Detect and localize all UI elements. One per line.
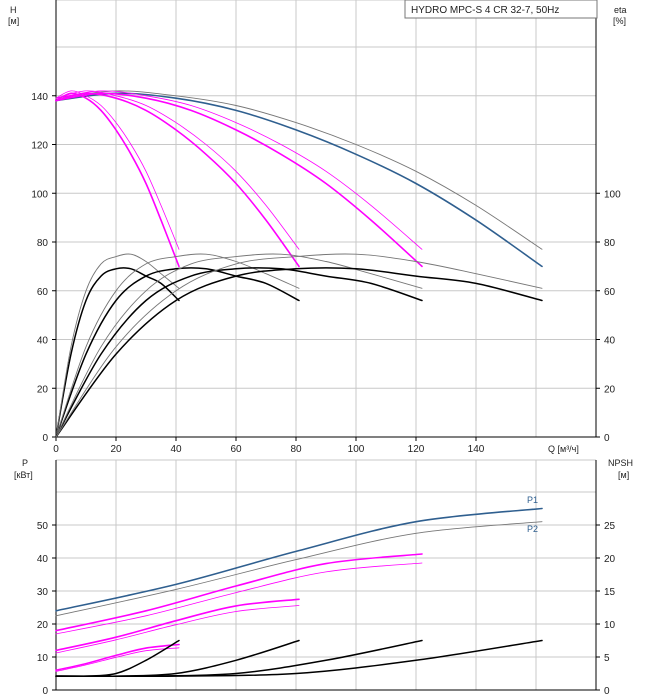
npsh-tick-label: 25 [604,521,616,532]
series-line-h-4-pumps-thin [55,90,543,250]
axis-layer [52,0,600,691]
npsh-tick-label: 20 [604,554,616,565]
p-tick-label: 10 [37,653,49,664]
series-line-p1 [55,507,543,612]
y-tick-label: 0 [42,433,48,444]
y-right-tick-label: 40 [604,336,616,347]
x-tick-label: 120 [408,444,425,455]
series-line-h-1-pump [55,92,180,268]
series-line-p2-2-pumps [55,605,300,654]
series-line-eta-1-pump-thin [55,253,180,438]
x-tick-label: 20 [110,444,122,455]
series-line-p2 [55,521,543,617]
series-line-eta-2-pumps-thin [55,253,300,438]
p-tick-label: 30 [37,587,49,598]
series-line-eta-3-pumps [55,267,423,438]
y-right-tick-label: 100 [604,189,621,200]
x-tick-label: 0 [53,444,59,455]
chart-title-box: HYDRO MPC-S 4 CR 32-7, 50Hz [404,0,598,19]
npsh-tick-label: 5 [604,653,610,664]
top-y-label-line1: H [10,5,17,15]
series-line-npsh-4-pumps [55,639,543,678]
chart-title: HYDRO MPC-S 4 CR 32-7, 50Hz [411,5,559,16]
series-line-h-2-pumps [55,92,300,268]
p-tick-label: 40 [37,554,49,565]
y-tick-label: 100 [31,189,48,200]
series-line-eta-1-pump [55,267,180,438]
npsh-tick-label: 0 [604,686,610,697]
series-line-eta-4-pumps-thin [55,253,543,438]
text-layer: H [м] eta [%] Q [м³/ч] P [кВт] NPSH [м] … [8,5,633,697]
series-layer [55,90,543,678]
p2-label: P2 [527,524,538,534]
series-line-h-3-pumps [55,92,423,268]
bottom-y-label-line1: P [22,458,28,468]
y-tick-label: 40 [37,336,49,347]
series-line-p2-1-pump [55,647,180,672]
y-right-tick-label: 20 [604,384,616,395]
y-tick-label: 120 [31,141,48,152]
p1-label: P1 [527,495,538,505]
y-right-tick-label: 0 [604,433,610,444]
x-tick-label: 60 [230,444,242,455]
series-line-p1-1-pump [55,643,180,671]
p-tick-label: 50 [37,521,49,532]
x-axis-label: Q [м³/ч] [548,444,579,454]
y-tick-label: 60 [37,287,49,298]
bottom-right-label-line1: NPSH [608,458,633,468]
top-y-label-line2: [м] [8,16,19,26]
p-tick-label: 0 [42,686,48,697]
series-line-p2-3-pumps [55,562,423,635]
bottom-right-label-line2: [м] [618,470,629,480]
p-tick-label: 20 [37,620,49,631]
bottom-y-label-line2: [кВт] [14,470,33,480]
top-right-label-line1: eta [614,5,627,15]
x-tick-label: 100 [348,444,365,455]
grid-layer [56,0,597,690]
y-tick-label: 20 [37,384,49,395]
x-tick-label: 80 [290,444,302,455]
series-line-eta-4-pumps [55,267,543,438]
y-right-tick-label: 80 [604,238,616,249]
y-right-tick-label: 60 [604,287,616,298]
top-right-label-line2: [%] [613,16,626,26]
x-tick-label: 140 [468,444,485,455]
series-line-h-4-pumps [55,92,543,268]
series-line-h-1-pump-thin [55,90,180,250]
y-tick-label: 80 [37,238,49,249]
series-line-h-2-pumps-thin [55,90,300,250]
y-tick-label: 140 [31,92,48,103]
series-line-h-3-pumps-thin [55,90,423,250]
x-tick-label: 40 [170,444,182,455]
npsh-tick-label: 10 [604,620,616,631]
series-line-eta-2-pumps [55,267,300,438]
series-line-p1-3-pumps [55,553,423,632]
npsh-tick-label: 15 [604,587,616,598]
series-line-p1-2-pumps [55,598,300,652]
